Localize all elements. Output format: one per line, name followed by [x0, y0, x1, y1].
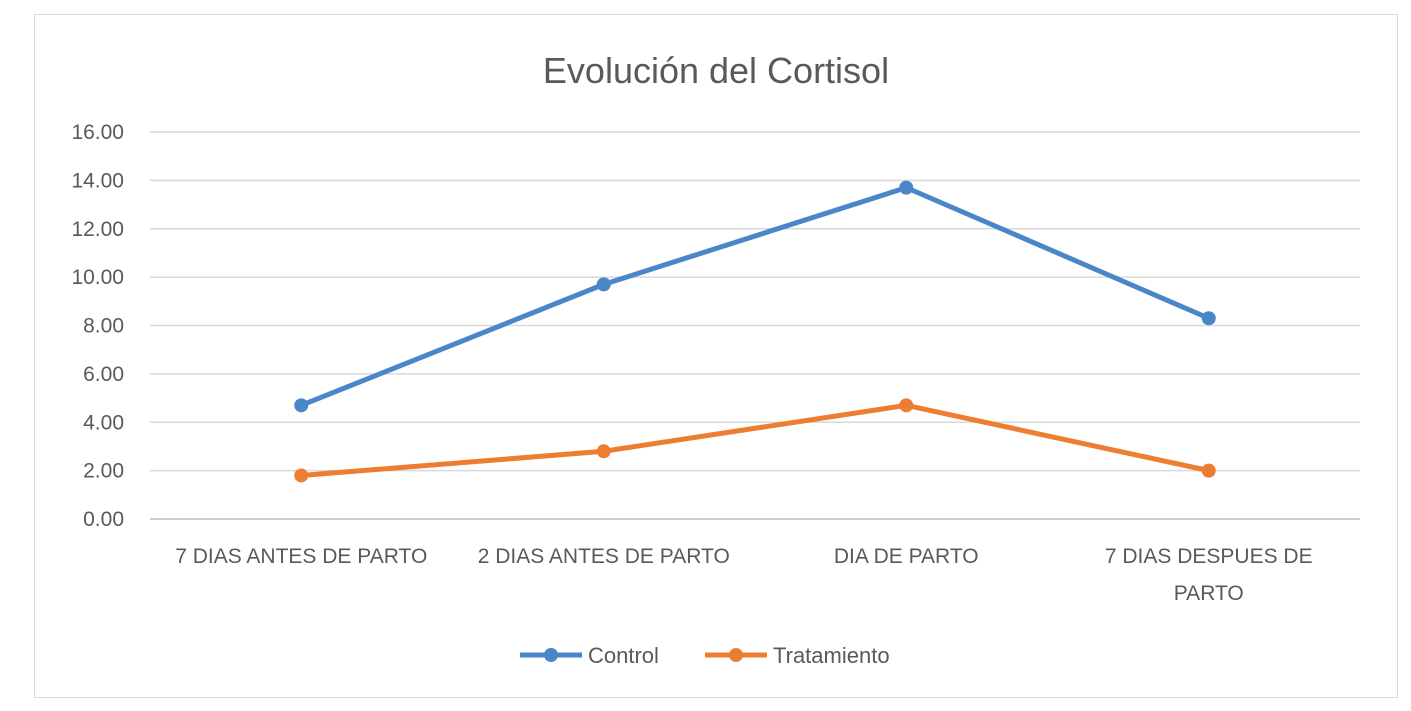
data-point-control [294, 398, 309, 413]
data-point-tratamiento [1201, 463, 1216, 478]
x-tick-label: PARTO [1174, 582, 1244, 605]
legend: Control Tratamiento [520, 643, 890, 668]
y-tick-label: 6.00 [83, 363, 124, 386]
series-layer [294, 180, 1216, 483]
chart-frame [34, 14, 1398, 698]
x-tick-label: 7 DIAS ANTES DE PARTO [175, 545, 427, 568]
legend-label: Tratamiento [773, 643, 890, 668]
y-tick-label: 14.00 [71, 169, 124, 192]
x-tick-label: 2 DIAS ANTES DE PARTO [478, 545, 730, 568]
chart-title: Evolución del Cortisol [543, 50, 889, 91]
y-tick-label: 10.00 [71, 266, 124, 289]
x-tick-label: DIA DE PARTO [834, 545, 979, 568]
y-tick-label: 12.00 [71, 218, 124, 241]
series-line-tratamiento [298, 402, 1212, 478]
legend-label: Control [588, 643, 659, 668]
grid-layer [150, 131, 1360, 520]
legend-swatch-marker [729, 648, 743, 662]
data-point-control [596, 277, 611, 292]
data-point-control [1201, 311, 1216, 326]
data-point-tratamiento [899, 398, 914, 413]
data-point-tratamiento [294, 468, 309, 483]
series-line-control [298, 185, 1212, 408]
legend-swatch-marker [544, 648, 558, 662]
y-tick-label: 2.00 [83, 460, 124, 483]
y-tick-label: 16.00 [71, 121, 124, 144]
y-tick-label: 4.00 [83, 411, 124, 434]
y-tick-label: 8.00 [83, 315, 124, 338]
data-point-control [899, 180, 914, 195]
data-point-tratamiento [596, 444, 611, 459]
x-tick-label: 7 DIAS DESPUES DE [1105, 545, 1313, 568]
y-tick-label: 0.00 [83, 508, 124, 531]
x-axis-ticks: 7 DIAS ANTES DE PARTO 2 DIAS ANTES DE PAR… [175, 545, 1312, 605]
y-axis-ticks: 0.00 2.00 4.00 6.00 8.00 10.00 12.00 14.00 16.00 [71, 121, 124, 531]
